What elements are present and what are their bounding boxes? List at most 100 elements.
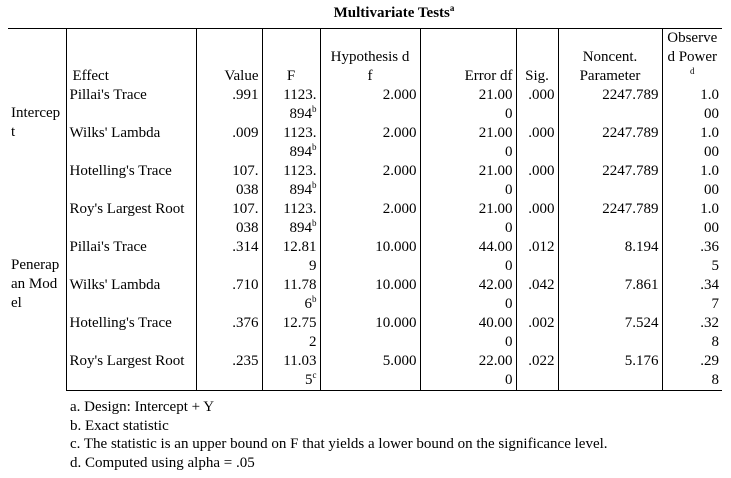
column-header: Effect xyxy=(72,68,109,84)
value-cell: 2.000 xyxy=(319,200,420,238)
effect-cell: Roy's Largest Root xyxy=(66,200,196,238)
value-cell: 8.194 xyxy=(557,238,662,276)
power: .328 xyxy=(700,315,719,350)
noncent: 2247.789 xyxy=(602,201,659,217)
value-cell: .000 xyxy=(515,86,558,124)
value-cell: 2247.789 xyxy=(557,162,662,200)
error-df: 21.000 xyxy=(478,125,513,160)
sig: .022 xyxy=(528,353,555,369)
error-df: 21.000 xyxy=(478,201,513,236)
sig: .002 xyxy=(528,315,555,331)
sig: .000 xyxy=(528,87,555,103)
noncent: 2247.789 xyxy=(602,125,659,141)
noncent: 7.524 xyxy=(624,315,659,331)
column-header: F xyxy=(286,68,296,84)
results-table: Effect Value F Hypothesis df Error df Sig. Non… xyxy=(8,28,722,391)
data-row: Hotelling's Trace 107.038 1123.894b 2.000 21… xyxy=(8,162,722,200)
f-note: b xyxy=(312,218,317,228)
value-cell: 10.000 xyxy=(319,314,420,352)
error-df: 40.000 xyxy=(478,315,513,350)
value-cell: 22.000 xyxy=(419,352,516,391)
hyp-df: 2.000 xyxy=(382,87,417,103)
value-cell: 11.035c xyxy=(261,352,320,391)
value-cell: .000 xyxy=(515,124,558,162)
value-cell: 10.000 xyxy=(319,276,420,314)
value-cell: 7.524 xyxy=(557,314,662,352)
value-cell: 2.000 xyxy=(319,124,420,162)
value: 107.038 xyxy=(232,201,259,236)
column-header: Noncent. Parameter xyxy=(579,49,641,84)
value: .710 xyxy=(232,277,259,293)
footnote: d. Computed using alpha = .05 xyxy=(70,454,255,471)
f: 12.752 xyxy=(282,315,317,350)
f: 1123.894b xyxy=(283,87,317,122)
value-cell: 11.786b xyxy=(261,276,320,314)
effect-label: Hotelling's Trace xyxy=(69,163,172,179)
hyp-df: 10.000 xyxy=(375,277,417,293)
group-label: Intercept xyxy=(11,105,61,140)
value-cell: .298 xyxy=(661,352,722,391)
value-cell: .009 xyxy=(195,124,262,162)
value-cell: .991 xyxy=(195,86,262,124)
error-df: 44.000 xyxy=(478,239,513,274)
hyp-df: 10.000 xyxy=(375,315,417,331)
header-cell: Value xyxy=(195,28,262,86)
hyp-df: 10.000 xyxy=(375,239,417,255)
value-cell: 44.000 xyxy=(419,238,516,276)
effect-label: Hotelling's Trace xyxy=(69,315,172,331)
value: .009 xyxy=(232,125,259,141)
data-row: Intercept Pillai's Trace .991 1123.894b 2.00… xyxy=(8,86,722,238)
value-cell: 7.861 xyxy=(557,276,662,314)
value-cell: .347 xyxy=(661,276,722,314)
value-cell: .012 xyxy=(515,238,558,276)
value-cell: 42.000 xyxy=(419,276,516,314)
value-cell: .002 xyxy=(515,314,558,352)
title-note: a xyxy=(449,3,455,13)
value-cell: 5.000 xyxy=(319,352,420,391)
header-cell: Hypothesis df xyxy=(319,28,420,86)
footnote: a. Design: Intercept + Y xyxy=(70,399,215,415)
f: 1123.894b xyxy=(283,201,317,236)
value-cell: 1.000 xyxy=(661,86,722,124)
table-title: Multivariate Testsa xyxy=(66,3,722,22)
noncent: 2247.789 xyxy=(602,163,659,179)
power: 1.000 xyxy=(700,201,719,236)
value-cell: 21.000 xyxy=(419,86,516,124)
header-cell: Error df xyxy=(419,28,516,86)
value-cell: 1.000 xyxy=(661,124,722,162)
value-cell: 12.819 xyxy=(261,238,320,276)
error-df: 21.000 xyxy=(478,87,513,122)
header-cell: Sig. xyxy=(515,28,558,86)
effect-cell: Pillai's Trace xyxy=(65,86,196,124)
value-cell: 1123.894b xyxy=(261,200,320,238)
f: 1123.894b xyxy=(283,163,317,198)
power: 1.000 xyxy=(700,87,719,122)
value: .314 xyxy=(232,239,259,255)
effect-label: Roy's Largest Root xyxy=(69,353,185,369)
value-cell: 21.000 xyxy=(419,124,516,162)
value-cell: 1123.894b xyxy=(261,124,320,162)
value-cell: .365 xyxy=(661,238,722,276)
data-row: Penerapan Model Pillai's Trace .314 12.819 1… xyxy=(8,238,722,391)
effect-cell: Wilks' Lambda xyxy=(66,124,196,162)
noncent: 8.194 xyxy=(624,239,659,255)
hyp-df: 2.000 xyxy=(382,201,417,217)
hyp-df: 5.000 xyxy=(382,353,417,369)
power: .365 xyxy=(700,239,719,274)
effect-cell: Hotelling's Trace xyxy=(66,314,196,352)
f-note: c xyxy=(312,370,317,380)
value-cell: 10.000 xyxy=(319,238,420,276)
data-row: Hotelling's Trace .376 12.752 10.000 40.000.… xyxy=(8,314,722,352)
group-cell: Penerapan Model xyxy=(8,238,67,391)
value-cell: 1123.894b xyxy=(261,86,320,124)
effect-cell: Roy's Largest Root xyxy=(66,352,196,391)
sig: .000 xyxy=(528,163,555,179)
value-cell: .000 xyxy=(515,162,558,200)
error-df: 21.000 xyxy=(478,163,513,198)
column-header: Observed Power xyxy=(667,30,718,65)
f-note: b xyxy=(312,104,317,114)
value-cell: 2247.789 xyxy=(557,200,662,238)
f: 12.819 xyxy=(282,239,317,274)
value-cell: .042 xyxy=(515,276,558,314)
value-cell: 21.000 xyxy=(419,200,516,238)
